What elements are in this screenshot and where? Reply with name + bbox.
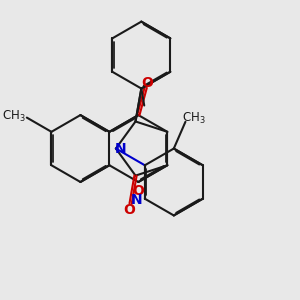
Text: O: O <box>141 76 153 90</box>
Text: N: N <box>131 193 142 207</box>
Text: N: N <box>114 142 126 155</box>
Text: O: O <box>123 203 135 217</box>
Text: O: O <box>132 184 144 198</box>
Text: CH$_3$: CH$_3$ <box>2 109 26 124</box>
Text: CH$_3$: CH$_3$ <box>182 111 206 126</box>
